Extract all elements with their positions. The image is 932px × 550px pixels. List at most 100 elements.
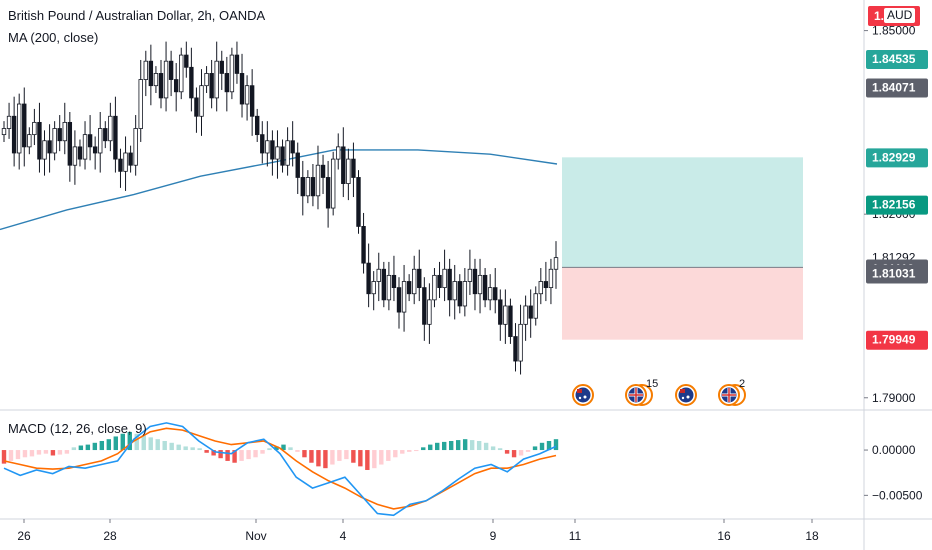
macd-legend[interactable]: MACD (12, 26, close, 9) — [8, 421, 147, 436]
candle-down — [148, 60, 154, 87]
candle-up — [133, 128, 138, 166]
candle-up — [275, 146, 280, 160]
macd-histogram-bar — [57, 450, 63, 455]
candlestick-series — [1, 41, 559, 375]
candle-up — [138, 79, 143, 129]
economic-events[interactable]: 15 2 — [572, 378, 746, 406]
macd-histogram-bar — [274, 446, 279, 451]
macd-histogram-bar — [253, 450, 258, 458]
candle-down — [113, 115, 118, 160]
macd-histogram-bar — [204, 450, 209, 453]
price-axis[interactable]: 1.850001.820001.790001.845351.840711.829… — [864, 24, 928, 405]
symbol-title[interactable]: British Pound / Australian Dollar, 2h, O… — [8, 8, 266, 23]
candle-up — [477, 274, 483, 295]
price-label: 1.84071 — [872, 80, 916, 94]
candle-down — [57, 128, 62, 142]
event-count: 2 — [739, 378, 745, 390]
candle-down — [325, 177, 331, 209]
long-position-tool[interactable] — [562, 157, 803, 340]
macd-histogram-bar — [1, 450, 7, 464]
candle-up — [432, 274, 437, 301]
candle-down — [280, 146, 285, 166]
candle-up — [163, 60, 169, 99]
candle-down — [290, 140, 295, 154]
time-tick-label: 18 — [805, 529, 819, 543]
macd-histogram-bar — [281, 444, 286, 451]
event-marker[interactable]: 2 — [718, 378, 746, 406]
candle-up — [1, 128, 7, 136]
macd-histogram-bar — [372, 450, 377, 469]
au-union — [680, 389, 685, 393]
candle-down — [239, 73, 245, 105]
macd-histogram-bar — [400, 450, 405, 454]
macd-histogram-bar — [323, 450, 328, 469]
candle-down — [87, 134, 93, 148]
macd-histogram-bar — [525, 450, 531, 452]
candle-down — [493, 287, 498, 301]
price-label-badge — [866, 330, 928, 350]
macd-histogram-bar — [302, 450, 307, 458]
candle-up — [108, 115, 113, 142]
price-label: 1.81031 — [872, 266, 916, 280]
candle-up — [442, 268, 447, 289]
macd-histogram-bar — [532, 446, 538, 451]
macd-histogram-bar — [518, 450, 524, 456]
price-tick-label: 1.79000 — [872, 391, 916, 405]
price-label: 1.82156 — [872, 198, 916, 212]
macd-signal-line — [3, 427, 557, 510]
price-label: 1.84535 — [872, 52, 916, 66]
macd-histogram-bar — [428, 444, 433, 451]
candle-up — [16, 103, 22, 154]
macd-histogram-bar — [462, 439, 468, 451]
candle-down — [447, 268, 452, 301]
candle-up — [427, 299, 432, 325]
macd-histogram-bar — [78, 445, 84, 451]
candle-up — [72, 146, 78, 166]
macd-histogram-bar — [176, 444, 181, 451]
candle-up — [553, 257, 559, 270]
macd-histogram-bar — [50, 450, 56, 456]
time-tick-label: 26 — [17, 529, 31, 543]
candle-down — [173, 79, 179, 93]
macd-histogram-bar — [169, 442, 174, 451]
candle-up — [503, 305, 508, 325]
candle-down — [209, 73, 214, 99]
candle-down — [158, 73, 164, 99]
event-marker[interactable]: 15 — [625, 378, 658, 406]
ma-legend[interactable]: MA (200, close) — [8, 30, 99, 45]
candle-down — [457, 281, 462, 307]
candle-up — [336, 146, 341, 160]
candle-up — [346, 158, 351, 184]
currency-badge[interactable]: 1.8 AUD — [868, 6, 920, 26]
macd-histogram-bar — [15, 450, 21, 460]
time-axis[interactable]: 26 28 Nov 4 9 11 16 18 — [17, 519, 819, 543]
candle-down — [234, 54, 240, 74]
candle-down — [295, 152, 300, 178]
macd-histogram-bar — [421, 447, 426, 451]
macd-histogram-bar — [386, 450, 391, 461]
macd-histogram-bar — [211, 450, 216, 456]
candle-down — [482, 274, 488, 301]
macd-histogram-bar — [141, 435, 146, 451]
candle-down — [67, 121, 73, 166]
candle-up — [371, 281, 376, 295]
event-marker[interactable] — [572, 384, 594, 406]
candle-down — [381, 268, 387, 301]
candle-up — [386, 274, 392, 301]
macd-pane — [1, 422, 559, 517]
candle-up — [330, 158, 336, 209]
event-marker[interactable] — [675, 384, 697, 406]
candle-up — [62, 121, 67, 142]
candle-down — [391, 274, 397, 289]
price-label-badge — [866, 195, 928, 215]
candle-down — [300, 177, 305, 197]
macd-histogram-bar — [246, 450, 251, 460]
candle-down — [366, 262, 371, 295]
loss-zone — [562, 267, 803, 340]
candle-up — [244, 85, 250, 105]
candle-down — [103, 128, 108, 142]
macd-axis[interactable]: 0.00000 −0.00500 — [864, 443, 923, 502]
candle-down — [437, 274, 442, 289]
macd-histogram-bar — [148, 437, 153, 451]
